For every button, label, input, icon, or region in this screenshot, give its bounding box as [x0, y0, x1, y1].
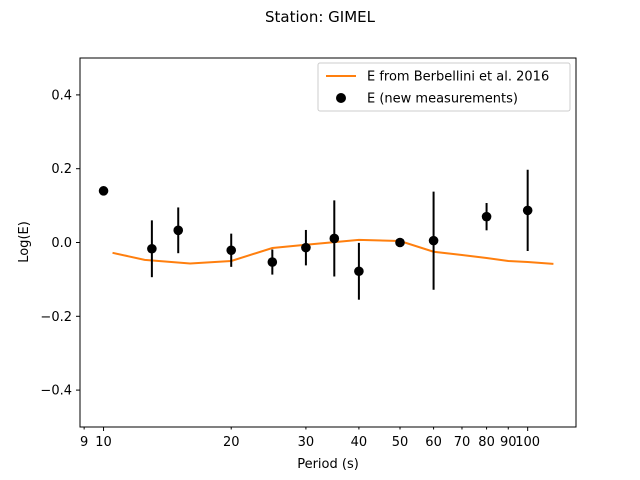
legend-marker-swatch: [336, 93, 346, 103]
x-tick-label: 80: [478, 435, 495, 450]
measurement-point: [329, 233, 340, 244]
y-tick-label: −0.2: [40, 310, 72, 325]
x-tick-label: 50: [392, 435, 409, 450]
measurement-point: [481, 211, 492, 222]
series-layer: [98, 169, 554, 300]
x-tick-label: 30: [298, 435, 315, 450]
measurement-point: [226, 245, 237, 256]
x-tick-label: 10: [95, 435, 112, 450]
measurement-point: [428, 235, 439, 246]
y-axis-label: Log(E): [17, 221, 32, 263]
model-line: [112, 238, 554, 265]
x-tick-label: 40: [351, 435, 368, 450]
y-axis-ticks: −0.4 −0.2 0.0 0.2 0.4: [40, 88, 80, 399]
y-tick-label: 0.2: [51, 162, 72, 177]
measurement-point: [395, 237, 405, 248]
x-tick-label: 9: [80, 435, 88, 450]
measurement-point: [301, 242, 311, 253]
legend-label-measurements: E (new measurements): [367, 92, 518, 107]
measurement-point: [354, 266, 364, 277]
measurement-point: [147, 243, 157, 254]
y-tick-label: 0.4: [51, 88, 72, 103]
x-tick-label: 60: [425, 435, 442, 450]
x-tick-label: 70: [454, 435, 471, 450]
x-tick-label: 90: [500, 435, 517, 450]
y-tick-label: 0.0: [51, 236, 72, 251]
x-tick-label: 20: [223, 435, 240, 450]
measurement-point: [522, 205, 533, 216]
x-axis-label: Period (s): [297, 457, 359, 472]
legend-label-model: E from Berbellini et al. 2016: [367, 70, 549, 85]
legend-box: [317, 62, 571, 112]
chart-title: Station: GIMEL: [265, 8, 376, 26]
measurement-point: [267, 257, 278, 267]
x-tick-label: 100: [515, 435, 540, 450]
measurement-point: [98, 186, 109, 196]
measurement-point: [173, 225, 184, 236]
legend: E from Berbellini et al. 2016 E (new mea…: [317, 62, 571, 112]
y-tick-label: −0.4: [40, 384, 72, 399]
